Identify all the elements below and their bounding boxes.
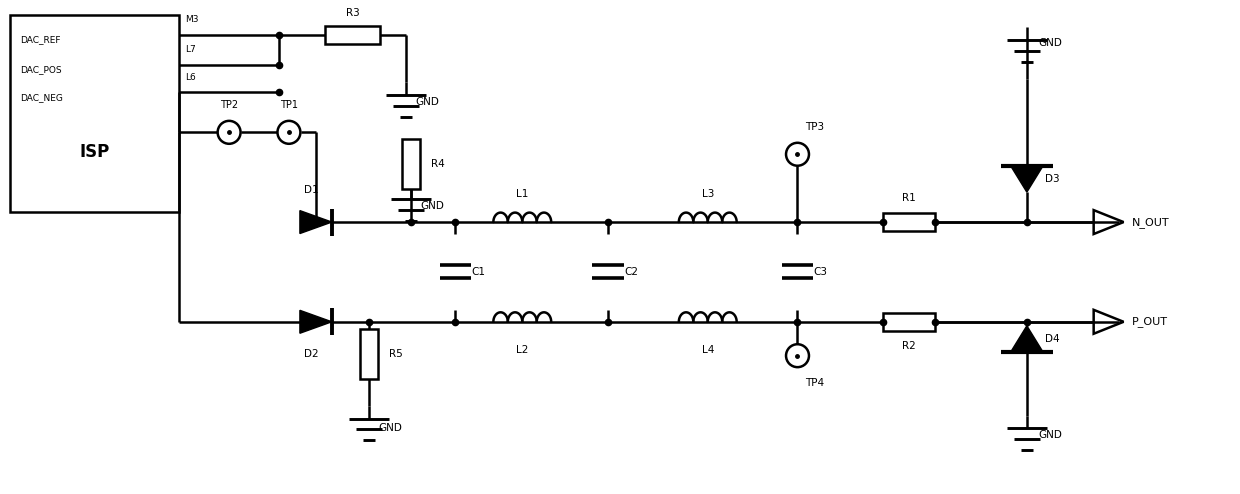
Text: DAC_POS: DAC_POS	[20, 65, 61, 74]
Bar	[360, 329, 378, 378]
Text: TP1: TP1	[280, 100, 298, 110]
Text: L2: L2	[516, 345, 528, 355]
Text: TP3: TP3	[806, 123, 825, 132]
Polygon shape	[300, 310, 332, 333]
Text: P_OUT: P_OUT	[1132, 316, 1168, 327]
Text: GND: GND	[420, 201, 444, 211]
Polygon shape	[1011, 326, 1043, 352]
Text: L4: L4	[702, 345, 714, 355]
Polygon shape	[1011, 166, 1043, 192]
Text: D3: D3	[1045, 174, 1059, 184]
Text: L6: L6	[185, 73, 196, 82]
Text: DAC_NEG: DAC_NEG	[20, 93, 62, 102]
Text: L7: L7	[185, 45, 196, 54]
Text: M3: M3	[185, 15, 198, 24]
Text: DAC_REF: DAC_REF	[20, 35, 61, 44]
Text: D4: D4	[1045, 334, 1059, 344]
Text: D2: D2	[304, 349, 319, 359]
Text: R2: R2	[903, 341, 916, 351]
Text: ISP: ISP	[79, 143, 109, 161]
Text: GND: GND	[415, 97, 439, 107]
Text: N_OUT: N_OUT	[1132, 216, 1169, 228]
Text: R3: R3	[346, 8, 360, 18]
Text: R4: R4	[430, 159, 444, 169]
Text: C2: C2	[624, 267, 639, 277]
Text: R1: R1	[903, 193, 916, 203]
Bar	[10, 15, 180, 212]
Bar	[402, 139, 419, 189]
Text: L1: L1	[516, 189, 528, 199]
Text: GND: GND	[378, 423, 403, 434]
Text: GND: GND	[1039, 430, 1063, 441]
Text: R5: R5	[388, 349, 403, 359]
Text: D1: D1	[304, 185, 319, 195]
Text: C3: C3	[813, 267, 827, 277]
Text: C1: C1	[471, 267, 485, 277]
Text: TP4: TP4	[806, 377, 825, 388]
Bar	[883, 313, 935, 331]
Bar	[325, 26, 381, 43]
Text: GND: GND	[1039, 38, 1063, 47]
Bar	[883, 213, 935, 231]
Text: L3: L3	[702, 189, 714, 199]
Text: TP2: TP2	[219, 100, 238, 110]
Polygon shape	[300, 210, 332, 234]
